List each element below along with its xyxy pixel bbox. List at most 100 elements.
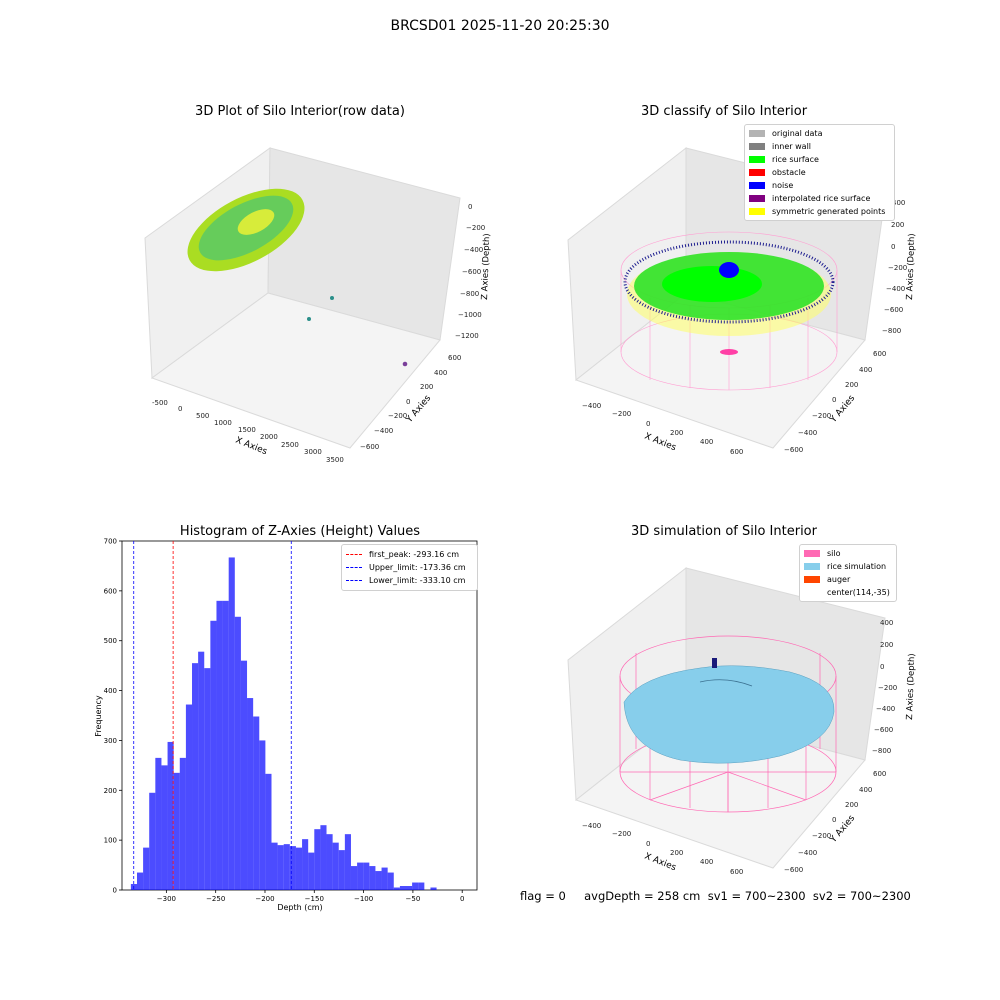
classify-legend-item: original data bbox=[749, 127, 890, 140]
classify-y-tick: −600 bbox=[784, 446, 803, 454]
classify-z-tick: 0 bbox=[891, 243, 895, 251]
classify-legend-label: noise bbox=[772, 181, 794, 190]
raw-z-tick: −600 bbox=[462, 268, 481, 276]
histogram-bar bbox=[259, 740, 266, 890]
histogram-bar bbox=[271, 842, 278, 890]
classify-legend-item: inner wall bbox=[749, 140, 890, 153]
histogram-bar bbox=[302, 839, 309, 890]
histogram-legend-label: Lower_limit: -333.10 cm bbox=[369, 576, 466, 585]
classify-legend-swatch bbox=[749, 182, 765, 189]
simulation-x-tick: 400 bbox=[700, 858, 713, 866]
simulation-legend-label: silo bbox=[827, 549, 841, 558]
classify-x-tick: 400 bbox=[700, 438, 713, 446]
classify-legend-item: interpolated rice surface bbox=[749, 192, 890, 205]
histogram-bar bbox=[265, 773, 272, 890]
histogram-bar bbox=[204, 668, 211, 890]
classify-point-cloud bbox=[623, 240, 835, 355]
histogram-bar bbox=[308, 852, 315, 890]
histogram-bar bbox=[143, 847, 150, 890]
simulation-z-tick: −400 bbox=[876, 705, 895, 713]
simulation-plot-title: 3D simulation of Silo Interior bbox=[631, 524, 817, 539]
rice-simulation-surface bbox=[623, 658, 835, 764]
classify-x-tick: 600 bbox=[730, 448, 743, 456]
histogram-legend-label: Upper_limit: -173.36 cm bbox=[369, 563, 466, 572]
simulation-z-tick: −200 bbox=[878, 684, 897, 692]
classify-x-tick: 200 bbox=[670, 429, 683, 437]
simulation-y-tick: 600 bbox=[873, 770, 886, 778]
classify-z-tick: −600 bbox=[884, 306, 903, 314]
simulation-legend-swatch bbox=[804, 550, 820, 557]
raw-x-tick: 2000 bbox=[260, 433, 278, 441]
histogram-legend-line bbox=[346, 580, 362, 581]
histogram-bar bbox=[167, 741, 174, 890]
raw-y-tick: 400 bbox=[434, 369, 447, 377]
raw-y-tick: 0 bbox=[406, 398, 410, 406]
status-footer: flag = 0 avgDepth = 258 cm sv1 = 700~230… bbox=[520, 889, 911, 903]
histogram-y-tick-label: 400 bbox=[104, 687, 117, 695]
histogram-y-tick-label: 500 bbox=[104, 637, 117, 645]
classify-y-tick: 200 bbox=[845, 381, 858, 389]
histogram-bar bbox=[216, 600, 223, 890]
classify-z-tick: 400 bbox=[892, 199, 905, 207]
simulation-x-tick: −400 bbox=[582, 822, 601, 830]
classify-z-tick: −800 bbox=[882, 327, 901, 335]
histogram-x-tick-label: −300 bbox=[157, 895, 176, 903]
histogram-bar bbox=[375, 871, 382, 890]
histogram-bar bbox=[399, 886, 406, 890]
raw-y-tick: 600 bbox=[448, 354, 461, 362]
raw-z-tick: −1200 bbox=[455, 332, 479, 340]
raw-outlier-point bbox=[307, 317, 311, 321]
histogram-legend-item: first_peak: -293.16 cm bbox=[346, 548, 473, 561]
classify-legend-label: inner wall bbox=[772, 142, 812, 151]
raw-x-tick: 3500 bbox=[326, 456, 344, 464]
raw-z-tick: −400 bbox=[464, 246, 483, 254]
simulation-legend-label: rice simulation bbox=[827, 562, 887, 571]
raw-y-tick: −200 bbox=[388, 412, 407, 420]
histogram-legend-line bbox=[346, 554, 362, 555]
classify-y-tick: 400 bbox=[859, 366, 872, 374]
histogram-legend-item: Upper_limit: -173.36 cm bbox=[346, 561, 473, 574]
classify-z-label: Z Axies (Depth) bbox=[905, 233, 917, 300]
simulation-x-tick: 200 bbox=[670, 849, 683, 857]
raw-x-tick: 1500 bbox=[238, 426, 256, 434]
simulation-legend-label: auger bbox=[827, 575, 851, 584]
simulation-z-tick: −800 bbox=[872, 747, 891, 755]
auger-marker bbox=[712, 658, 717, 668]
histogram-bar bbox=[344, 834, 351, 890]
classify-legend-swatch bbox=[749, 208, 765, 215]
classify-legend-item: obstacle bbox=[749, 166, 890, 179]
histogram-bar bbox=[387, 872, 394, 890]
classify-legend-item: symmetric generated points bbox=[749, 205, 890, 218]
raw-x-tick: 1000 bbox=[214, 419, 232, 427]
classify-legend-label: rice surface bbox=[772, 155, 819, 164]
classify-legend-swatch bbox=[749, 156, 765, 163]
histogram-bar bbox=[320, 825, 327, 890]
raw-outlier-point bbox=[402, 361, 408, 367]
histogram-y-tick-label: 200 bbox=[104, 787, 117, 795]
histogram-bar bbox=[412, 882, 419, 890]
histogram-title: Histogram of Z-Axies (Height) Values bbox=[179, 524, 421, 539]
histogram-x-tick-label: −200 bbox=[255, 895, 274, 903]
classify-y-tick: −200 bbox=[812, 412, 831, 420]
histogram-x-label: Depth (cm) bbox=[277, 903, 322, 912]
simulation-z-label: Z Axies (Depth) bbox=[905, 653, 917, 720]
histogram-legend-line bbox=[346, 567, 362, 568]
raw-z-tick: −200 bbox=[466, 224, 485, 232]
simulation-legend-item: rice simulation bbox=[804, 560, 892, 573]
simulation-x-tick: 0 bbox=[646, 840, 650, 848]
raw-plot-title: 3D Plot of Silo Interior(row data) bbox=[195, 104, 405, 119]
histogram-bar bbox=[363, 862, 370, 890]
raw-z-tick: −800 bbox=[460, 290, 479, 298]
simulation-legend-swatch bbox=[804, 576, 820, 583]
histogram-y-tick-label: 700 bbox=[104, 538, 117, 546]
simulation-x-tick: 600 bbox=[730, 868, 743, 876]
histogram-x-tick-label: 0 bbox=[460, 895, 464, 903]
raw-z-label: Z Axies (Depth) bbox=[480, 233, 492, 300]
auger-noise-cluster bbox=[719, 262, 739, 278]
classify-x-tick: −200 bbox=[612, 410, 631, 418]
classify-legend-label: symmetric generated points bbox=[772, 207, 886, 216]
histogram-bar bbox=[418, 882, 425, 890]
